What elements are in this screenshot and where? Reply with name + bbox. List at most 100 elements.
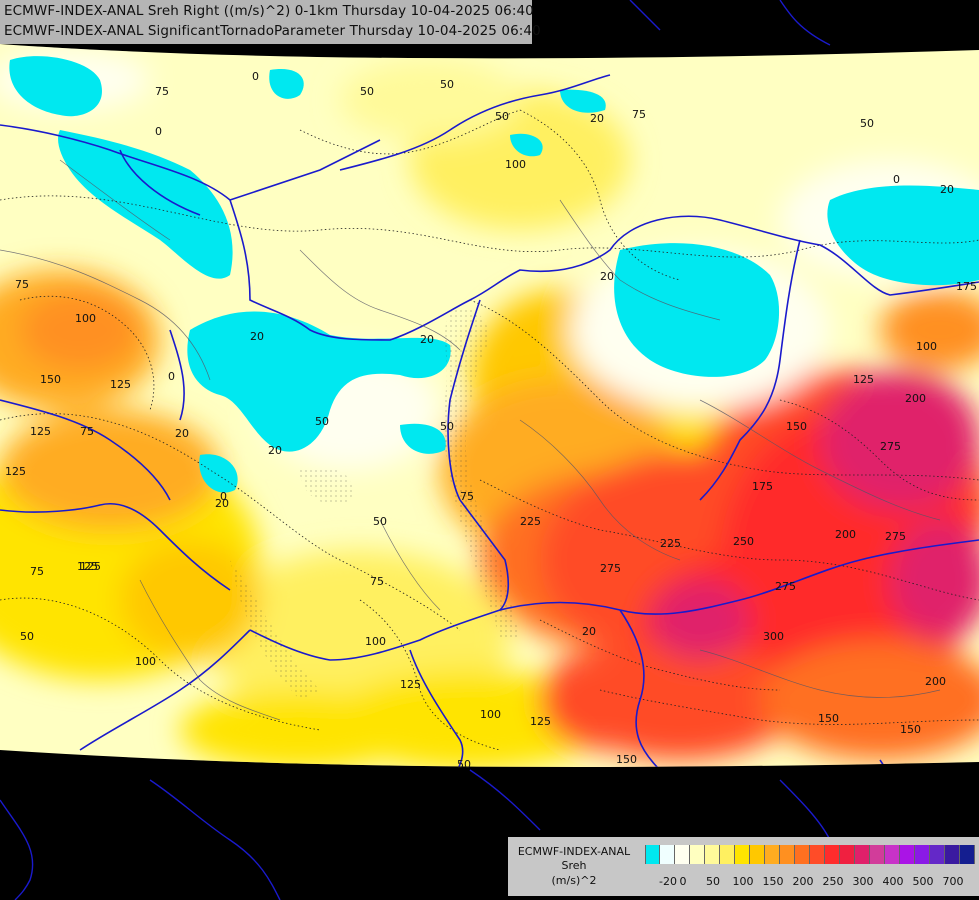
legend-swatch (780, 845, 795, 864)
contour-label: 150 (818, 712, 839, 725)
contour-label: 0 (893, 173, 900, 186)
contour-label: 50 (440, 420, 454, 433)
contour-label: 125 (530, 715, 551, 728)
legend-tick-label: 700 (942, 875, 964, 888)
contour-label: 20 (600, 270, 614, 283)
contour-label: 175 (956, 280, 977, 293)
legend-swatch (735, 845, 750, 864)
contour-label: 125 (5, 465, 26, 478)
contour-label: 125 (400, 678, 421, 691)
contour-label: 75 (632, 108, 646, 121)
legend-swatch (795, 845, 810, 864)
contour-label: 100 (135, 655, 156, 668)
contour-label: 20 (940, 183, 954, 196)
contour-label: 125 (77, 560, 98, 573)
legend-swatch (960, 845, 975, 864)
contour-label: 0 (168, 370, 175, 383)
contour-label: 125 (30, 425, 51, 438)
legend-tick-label: 300 (852, 875, 874, 888)
legend-swatches (645, 845, 975, 864)
contour-label: 75 (15, 278, 29, 291)
contour-labels: 0 50 50 75 20 75 50 0 20 0 50 100 20 75 … (5, 70, 977, 771)
contour-label: 50 (20, 630, 34, 643)
legend-swatch (900, 845, 915, 864)
legend-model: ECMWF-INDEX-ANAL (517, 845, 631, 858)
contour-label: 50 (457, 758, 471, 771)
legend-swatch (870, 845, 885, 864)
contour-label: 20 (420, 333, 434, 346)
contour-label: 275 (880, 440, 901, 453)
legend-swatch (675, 845, 690, 864)
contour-label: 20 (582, 625, 596, 638)
contour-label: 50 (495, 110, 509, 123)
legend-swatch (945, 845, 960, 864)
contour-label: 0 (155, 125, 162, 138)
legend-swatch (915, 845, 930, 864)
legend-swatch (810, 845, 825, 864)
title-panel: ECMWF-INDEX-ANAL Sreh Right ((m/s)^2) 0-… (0, 0, 541, 44)
contour-label: 20 (175, 427, 189, 440)
contour-label: 20 (268, 444, 282, 457)
contour-label: 200 (925, 675, 946, 688)
contour-label: 50 (360, 85, 374, 98)
legend-swatch (660, 845, 675, 864)
legend-swatch (855, 845, 870, 864)
title-line-sreh: ECMWF-INDEX-ANAL Sreh Right ((m/s)^2) 0-… (4, 3, 534, 19)
legend-unit: (m/s)^2 (551, 874, 597, 887)
contour-label: 175 (752, 480, 773, 493)
contour-label: 200 (835, 528, 856, 541)
title-line-stp: ECMWF-INDEX-ANAL SignificantTornadoParam… (4, 23, 541, 39)
contour-label: 225 (660, 537, 681, 550)
legend-tick-label: 100 (732, 875, 754, 888)
legend-tick-label: 150 (762, 875, 784, 888)
contour-label: 75 (155, 85, 169, 98)
legend-swatch (690, 845, 705, 864)
contour-label: 275 (885, 530, 906, 543)
contour-label: 125 (80, 560, 101, 573)
legend-swatch (765, 845, 780, 864)
contour-label: 75 (30, 565, 44, 578)
legend-swatch (825, 845, 840, 864)
contour-label: 50 (315, 415, 329, 428)
legend-swatch (720, 845, 735, 864)
contour-label: 50 (860, 117, 874, 130)
contour-label: 275 (600, 562, 621, 575)
legend-tick-label: 200 (792, 875, 814, 888)
legend-tick-label: 50 (706, 875, 720, 888)
contour-label: 0 (220, 490, 227, 503)
contour-label: 250 (733, 535, 754, 548)
legend-swatch (750, 845, 765, 864)
contour-label: 150 (786, 420, 807, 433)
contour-label: 100 (75, 312, 96, 325)
legend-swatch (930, 845, 945, 864)
contour-label: 150 (616, 753, 637, 766)
contour-label: 20 (215, 497, 229, 510)
color-legend: ECMWF-INDEX-ANAL Sreh (m/s)^2 -20 0 50 100 1… (508, 837, 979, 896)
contour-label: 150 (900, 723, 921, 736)
contour-label: 100 (916, 340, 937, 353)
legend-swatch (705, 845, 720, 864)
contour-label: 275 (775, 580, 796, 593)
legend-swatch (840, 845, 855, 864)
contour-label: 75 (80, 425, 94, 438)
legend-tick-label: 0 (679, 875, 687, 888)
legend-tick-label: -20 (659, 875, 677, 888)
contour-label: 20 (590, 112, 604, 125)
contour-label: 20 (250, 330, 264, 343)
contour-label: 100 (365, 635, 386, 648)
legend-tick-label: 500 (912, 875, 934, 888)
contour-label: 75 (460, 490, 474, 503)
legend-variable: Sreh (561, 859, 587, 872)
contour-label: 50 (373, 515, 387, 528)
contour-label: 200 (905, 392, 926, 405)
legend-tick-label: 250 (822, 875, 844, 888)
contour-label: 50 (440, 78, 454, 91)
contour-label: 100 (480, 708, 501, 721)
legend-swatch (645, 845, 660, 864)
contour-label: 125 (110, 378, 131, 391)
contour-label: 125 (853, 373, 874, 386)
contour-label: 75 (370, 575, 384, 588)
contour-label: 150 (40, 373, 61, 386)
legend-swatch (885, 845, 900, 864)
